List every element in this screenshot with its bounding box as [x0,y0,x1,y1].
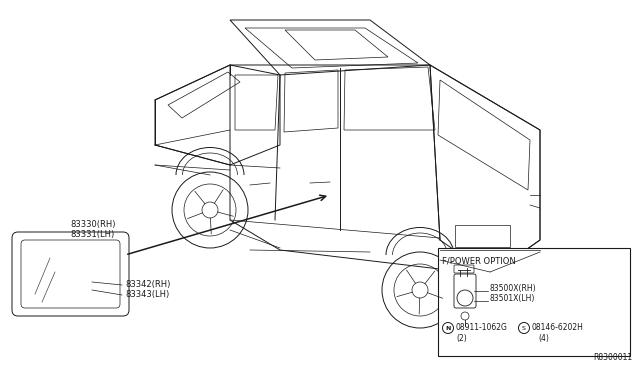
Text: 83330(RH): 83330(RH) [70,221,115,230]
Text: 83501X(LH): 83501X(LH) [490,294,536,302]
Text: (2): (2) [456,334,467,343]
Text: 08911-1062G: 08911-1062G [456,324,508,333]
Text: F/POWER OPTION: F/POWER OPTION [442,256,516,265]
Text: 83343(LH): 83343(LH) [125,291,169,299]
FancyBboxPatch shape [438,248,630,356]
Text: 83500X(RH): 83500X(RH) [490,283,536,292]
FancyBboxPatch shape [12,232,129,316]
Text: 08146-6202H: 08146-6202H [532,324,584,333]
Text: S: S [522,326,526,330]
Text: N: N [445,326,451,330]
Text: 83342(RH): 83342(RH) [125,280,170,289]
Text: (4): (4) [538,334,549,343]
Text: R8300011: R8300011 [593,353,632,362]
Text: 83331(LH): 83331(LH) [70,231,115,240]
